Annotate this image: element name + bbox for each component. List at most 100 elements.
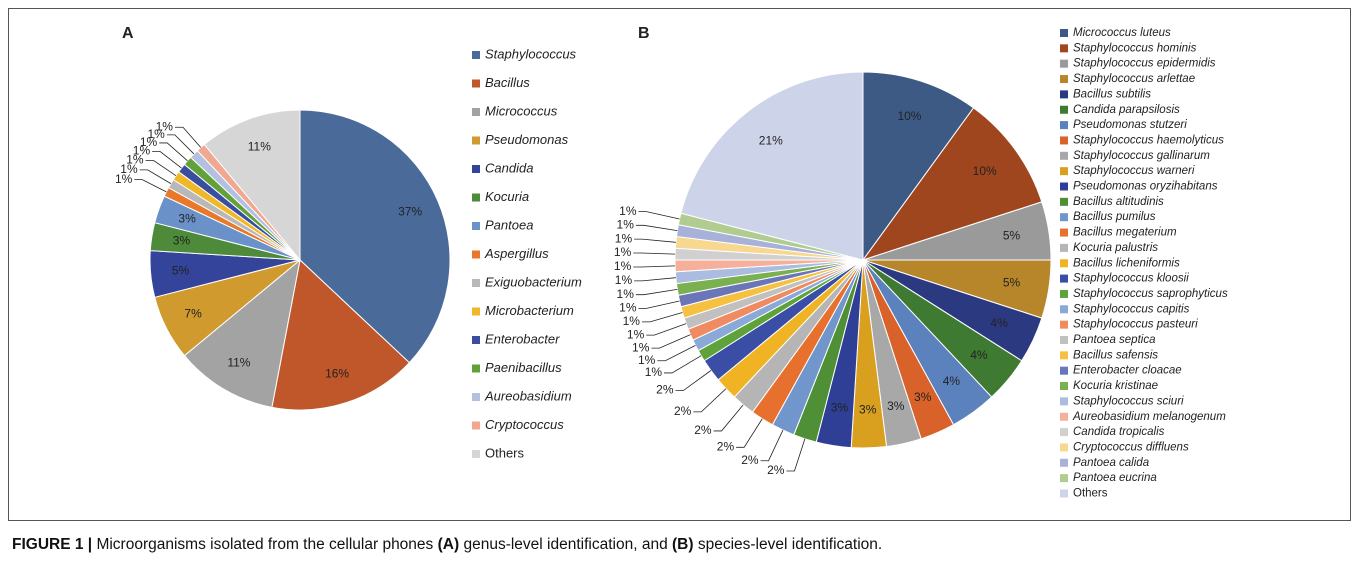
legend-swatch — [1060, 228, 1068, 237]
slice-label: 1% — [133, 144, 151, 158]
leader-line — [638, 300, 680, 309]
legend-label: Pantoea calida — [1073, 457, 1149, 469]
leader-line — [633, 252, 676, 255]
legend-swatch — [1060, 305, 1068, 314]
leader-line — [635, 224, 678, 231]
slice-label: 4% — [990, 316, 1008, 330]
slice-label: 2% — [656, 383, 674, 397]
legend-swatch — [472, 421, 480, 430]
legend-label: Bacillus subtilis — [1073, 88, 1151, 100]
leader-line — [760, 429, 784, 462]
legend-swatch — [1060, 366, 1068, 375]
legend-swatch — [472, 393, 480, 401]
leader-line — [638, 211, 680, 220]
legend-label: Bacillus safensis — [1073, 349, 1158, 361]
legend-label: Others — [485, 445, 525, 460]
legend-swatch — [1060, 213, 1068, 222]
slice-label: 1% — [140, 135, 158, 149]
caption-text: Microorganisms isolated from the cellula… — [96, 536, 434, 553]
caption-text: species-level identification. — [697, 536, 883, 553]
legend-label: Pantoea — [485, 217, 533, 232]
legend-swatch — [1060, 75, 1068, 84]
slice-label: 1% — [156, 119, 174, 133]
slice-label: 1% — [147, 127, 165, 141]
legend-swatch — [472, 307, 480, 316]
leader-line — [651, 334, 691, 349]
leader-line — [134, 179, 167, 193]
pie-slice — [861, 107, 1043, 261]
legend-label: Exiguobacterium — [485, 274, 582, 289]
legend-swatch — [472, 165, 480, 173]
leader-line — [152, 151, 182, 169]
legend-swatch — [1060, 44, 1068, 53]
slice-label: 2% — [694, 423, 712, 437]
slice-label: 2% — [767, 463, 785, 477]
slice-label: 5% — [172, 263, 190, 277]
slice-label: 3% — [859, 402, 877, 416]
legend-label: Staphylococcus saprophyticus — [1073, 288, 1228, 300]
legend-swatch — [1060, 197, 1068, 206]
caption-a: (A) — [437, 536, 460, 553]
slice-label: 21% — [759, 133, 783, 147]
slice-label: 1% — [615, 273, 633, 287]
legend-swatch — [1060, 336, 1068, 344]
legend-label: Staphylococcus capitis — [1073, 303, 1190, 315]
legend-swatch — [1060, 259, 1068, 268]
leader-line — [634, 238, 676, 243]
legend-swatch — [472, 222, 480, 230]
legend-label: Pseudomonas stutzeri — [1073, 119, 1187, 131]
legend-label: Kocuria kristinae — [1073, 380, 1158, 392]
slice-label: 1% — [617, 287, 635, 301]
legend-swatch — [472, 336, 480, 344]
leader-line — [736, 418, 763, 448]
legend-label: Kocuria — [485, 189, 529, 204]
slice-label: 11% — [248, 139, 271, 153]
legend-label: Bacillus licheniformis — [1073, 257, 1180, 269]
slice-label: 4% — [943, 374, 961, 388]
legend-label: Aureobasidium melanogenum — [1072, 411, 1226, 423]
slice-label: 2% — [741, 453, 759, 467]
legend-swatch — [1060, 29, 1068, 37]
legend-label: Kocuria palustris — [1073, 242, 1158, 254]
slice-label: 3% — [887, 399, 905, 413]
slice-label: 2% — [717, 439, 735, 453]
legend-label: Staphylococcus pasteuri — [1073, 319, 1198, 331]
leader-line — [646, 323, 687, 336]
legend-swatch — [472, 79, 480, 88]
leader-line — [634, 277, 676, 282]
slice-label: 11% — [227, 355, 250, 369]
legend-label: Staphylococcus kloosii — [1073, 273, 1189, 285]
legend-label: Staphylococcus haemolyticus — [1073, 134, 1224, 146]
legend-swatch — [1060, 351, 1068, 360]
legend-swatch — [472, 364, 480, 373]
legend-label: Candida tropicalis — [1073, 426, 1165, 438]
slice-label: 1% — [632, 340, 650, 354]
slice-label: 5% — [1003, 229, 1021, 243]
legend-label: Staphylococcus — [485, 46, 577, 61]
slice-label: 1% — [619, 301, 637, 315]
leader-line — [166, 134, 195, 155]
leader-line — [693, 388, 727, 413]
slice-label: 3% — [914, 390, 932, 404]
legend-label: Candida parapsilosis — [1073, 104, 1180, 116]
legend-swatch — [472, 193, 480, 202]
legend-swatch — [1060, 274, 1068, 283]
leader-line — [786, 438, 806, 472]
pie-slice — [299, 109, 451, 364]
slice-label: 16% — [325, 366, 349, 380]
panel-label: A — [122, 25, 134, 42]
leader-line — [675, 370, 712, 391]
legend-swatch — [1060, 121, 1068, 130]
slice-label: 3% — [831, 401, 849, 415]
leader-line — [139, 169, 172, 184]
legend-swatch — [472, 250, 480, 259]
slice-label: 1% — [614, 259, 632, 273]
frame — [8, 8, 1351, 521]
legend-swatch — [472, 450, 480, 458]
slice-label: 4% — [970, 348, 988, 362]
slice-label: 5% — [1003, 276, 1021, 290]
legend-swatch — [472, 279, 480, 287]
legend-swatch — [1060, 243, 1068, 252]
slice-label: 1% — [638, 353, 656, 367]
